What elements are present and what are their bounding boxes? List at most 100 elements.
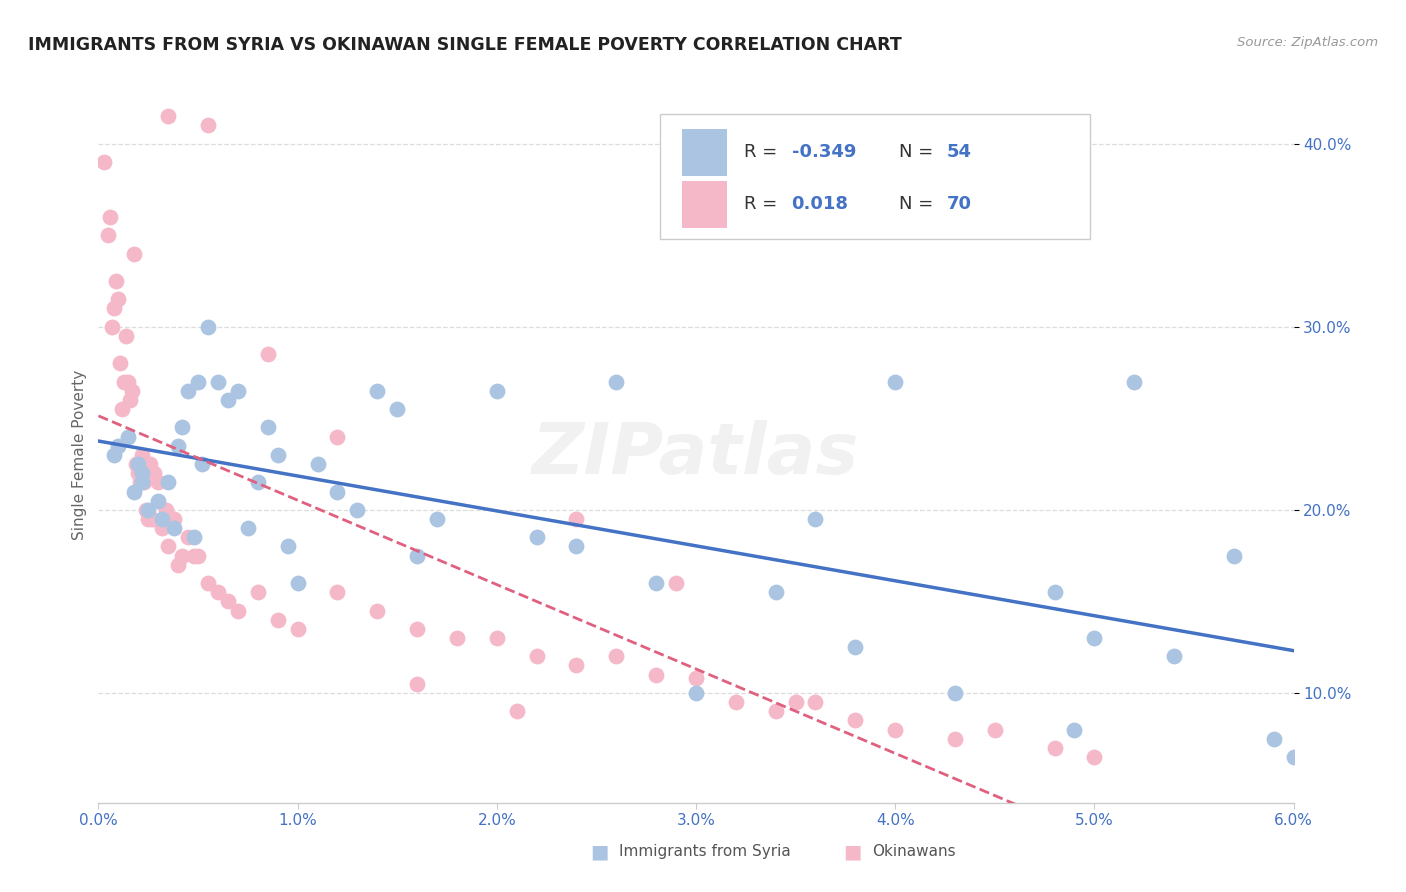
Point (143, 467, 166, 481)
Point (506, 704, 529, 718)
Point (183, 549, 205, 563)
Point (287, 576, 309, 591)
Point (97, 228, 120, 243)
Point (217, 594, 239, 608)
Point (605, 649, 627, 664)
Point (326, 585, 349, 599)
Point (526, 530, 548, 544)
Point (565, 512, 588, 526)
Point (157, 475, 180, 490)
Point (167, 558, 190, 572)
Point (226, 603, 249, 617)
Point (256, 420, 278, 434)
Point (884, 723, 907, 737)
Point (1043, 740, 1066, 755)
Point (157, 540, 180, 554)
Point (765, 585, 787, 599)
Point (207, 585, 229, 599)
Point (124, 246, 146, 260)
Text: Source: ZipAtlas.com: Source: ZipAtlas.com (1237, 36, 1378, 49)
Point (124, 484, 146, 499)
Point (1063, 723, 1085, 737)
Point (105, 274, 128, 288)
Point (148, 475, 170, 490)
Text: ZIPatlas: ZIPatlas (533, 420, 859, 490)
Point (984, 723, 1007, 737)
Point (485, 631, 508, 645)
Point (724, 695, 747, 709)
Point (197, 119, 219, 133)
Point (129, 475, 152, 490)
Text: IMMIGRANTS FROM SYRIA VS OKINAWAN SINGLE FEMALE POVERTY CORRELATION CHART: IMMIGRANTS FROM SYRIA VS OKINAWAN SINGLE… (28, 36, 901, 54)
Point (565, 540, 588, 554)
Point (111, 402, 134, 417)
Point (107, 439, 129, 453)
Bar (661, 114, 1091, 239)
Point (844, 714, 866, 728)
Point (183, 530, 205, 544)
Point (117, 429, 139, 443)
Text: -0.349: -0.349 (792, 144, 856, 161)
Text: R =: R = (744, 195, 783, 213)
Point (177, 384, 200, 398)
Point (844, 640, 866, 655)
Point (150, 512, 173, 526)
Point (112, 375, 135, 389)
Text: 54: 54 (948, 144, 972, 161)
Point (136, 503, 159, 517)
Point (1043, 585, 1066, 599)
Point (127, 457, 149, 471)
Point (526, 649, 548, 664)
Bar (682, 181, 727, 228)
Point (167, 439, 190, 453)
Point (1083, 631, 1105, 645)
Point (685, 671, 707, 685)
Point (197, 319, 219, 334)
Point (804, 695, 827, 709)
Point (163, 512, 186, 526)
Point (98, 210, 122, 224)
Point (217, 392, 239, 407)
Point (127, 467, 149, 481)
Point (785, 695, 807, 709)
Point (326, 429, 349, 443)
Point (150, 521, 173, 535)
Point (446, 631, 468, 645)
Point (157, 109, 180, 123)
Point (1223, 549, 1246, 563)
Point (110, 356, 132, 370)
Point (256, 347, 278, 361)
Point (187, 375, 209, 389)
Point (103, 301, 125, 316)
Point (131, 475, 153, 490)
Point (187, 549, 209, 563)
Text: N =: N = (900, 195, 939, 213)
Point (117, 375, 139, 389)
Point (177, 530, 200, 544)
Text: Okinawans: Okinawans (872, 845, 955, 859)
Point (277, 540, 299, 554)
Point (406, 677, 429, 691)
Point (136, 512, 159, 526)
Point (645, 667, 668, 681)
Point (107, 293, 129, 307)
Text: Immigrants from Syria: Immigrants from Syria (619, 845, 790, 859)
Point (406, 622, 429, 636)
Point (645, 576, 668, 591)
Point (1163, 649, 1185, 664)
Point (197, 576, 219, 591)
Point (943, 731, 966, 746)
Point (685, 686, 707, 700)
Point (884, 375, 907, 389)
Point (765, 704, 787, 718)
Point (406, 549, 429, 563)
Point (207, 375, 229, 389)
Point (943, 686, 966, 700)
Point (1263, 731, 1285, 746)
Point (125, 457, 148, 471)
Text: 70: 70 (948, 195, 972, 213)
Point (131, 448, 153, 462)
Point (287, 622, 309, 636)
Text: N =: N = (900, 144, 939, 161)
Point (605, 375, 627, 389)
